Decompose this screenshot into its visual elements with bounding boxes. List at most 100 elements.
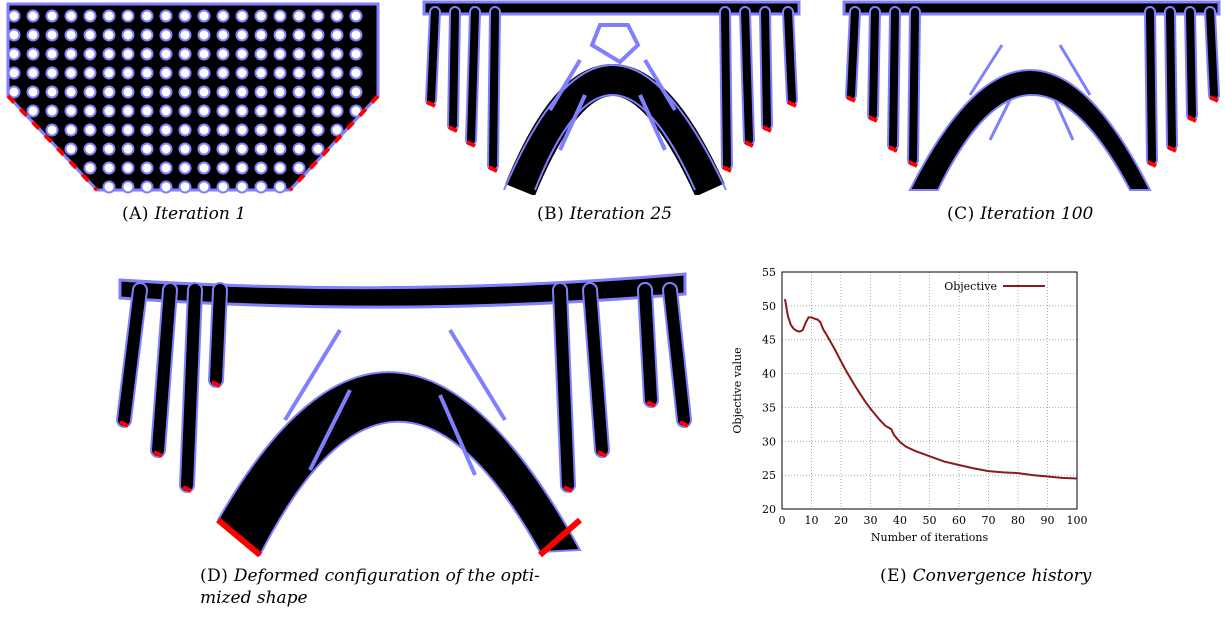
hole (102, 9, 116, 23)
hole (311, 47, 325, 61)
hole (349, 66, 363, 80)
hole (292, 66, 306, 80)
shape-iteration-1 (6, 2, 380, 194)
hole (235, 28, 249, 42)
x-tick-label: 80 (1011, 514, 1025, 527)
hole (121, 9, 135, 23)
hole (292, 85, 306, 99)
hole (140, 47, 154, 61)
hole (292, 104, 306, 118)
hole (311, 104, 325, 118)
hole (349, 85, 363, 99)
hole (216, 142, 230, 156)
hole (330, 47, 344, 61)
hole (102, 180, 116, 194)
support-mark (426, 100, 436, 108)
hole (83, 161, 97, 175)
hole (102, 123, 116, 137)
hole (7, 85, 21, 99)
hole (121, 161, 135, 175)
legend-label: Objective (944, 280, 997, 293)
hole (235, 123, 249, 137)
hole (254, 180, 268, 194)
hole (45, 66, 59, 80)
support-mark (211, 380, 221, 388)
hole (83, 104, 97, 118)
hole (254, 47, 268, 61)
x-tick-label: 90 (1041, 514, 1055, 527)
x-tick-label: 10 (805, 514, 819, 527)
support-mark (119, 420, 129, 428)
hole (159, 104, 173, 118)
hole (330, 28, 344, 42)
hole (235, 180, 249, 194)
hole (83, 85, 97, 99)
y-axis-label: Objective value (731, 347, 744, 433)
caption-c: (C) Iteration 100 (947, 204, 1094, 224)
hole (292, 161, 306, 175)
hole (235, 9, 249, 23)
hole (311, 142, 325, 156)
support-mark (646, 400, 656, 408)
x-tick-label: 0 (779, 514, 786, 527)
caption-a: (A) Iteration 1 (122, 204, 246, 224)
hole (7, 28, 21, 42)
hole (7, 66, 21, 80)
support-mark (744, 140, 754, 148)
hole (273, 104, 287, 118)
hole (140, 142, 154, 156)
hole (26, 104, 40, 118)
hole (140, 161, 154, 175)
hole (216, 161, 230, 175)
x-axis-label: Number of iterations (871, 531, 989, 544)
y-tick-label: 55 (762, 266, 776, 279)
support-mark (679, 420, 689, 428)
hole (292, 123, 306, 137)
hole (45, 123, 59, 137)
hole (216, 28, 230, 42)
hole (349, 47, 363, 61)
hole (197, 85, 211, 99)
hole (349, 28, 363, 42)
hole (197, 9, 211, 23)
hole (26, 85, 40, 99)
hole (273, 28, 287, 42)
hole (349, 9, 363, 23)
hole (216, 66, 230, 80)
hole (64, 9, 78, 23)
hole (216, 9, 230, 23)
hole (330, 85, 344, 99)
hole (178, 142, 192, 156)
hole (311, 123, 325, 137)
hole (26, 66, 40, 80)
hole (64, 85, 78, 99)
hole (273, 47, 287, 61)
hole (64, 66, 78, 80)
support-mark (466, 140, 476, 148)
hole (45, 28, 59, 42)
support-mark (722, 165, 732, 173)
hole (254, 85, 268, 99)
support-mark (762, 125, 772, 133)
hole (159, 161, 173, 175)
hole (102, 47, 116, 61)
hole (102, 161, 116, 175)
hole (216, 47, 230, 61)
hole (7, 9, 21, 23)
hole (121, 104, 135, 118)
support-mark (1209, 95, 1219, 103)
hole (273, 85, 287, 99)
hole (159, 123, 173, 137)
shape-deformed-configuration (116, 272, 692, 558)
hole (254, 9, 268, 23)
hole (273, 180, 287, 194)
plot-frame (781, 271, 1078, 510)
hole (102, 28, 116, 42)
hole (102, 104, 116, 118)
hole (235, 104, 249, 118)
support-mark (868, 115, 878, 123)
support-mark (1167, 145, 1177, 153)
hole (330, 9, 344, 23)
x-tick-label: 50 (923, 514, 937, 527)
objective-series-line (784, 298, 1078, 480)
